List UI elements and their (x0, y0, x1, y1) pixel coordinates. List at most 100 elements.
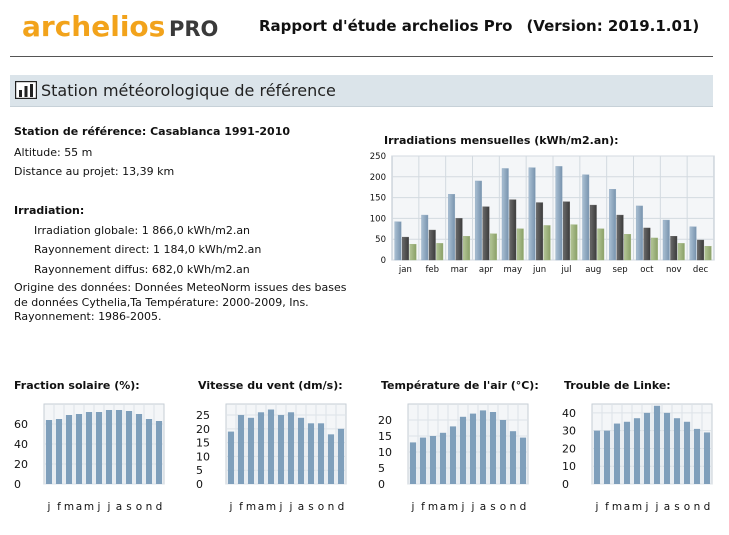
bar-direct (562, 201, 570, 261)
bar (297, 417, 305, 484)
archelios-logo: archelios (22, 10, 166, 43)
x-tick-label: a (480, 501, 486, 513)
bar (317, 423, 325, 484)
x-tick-label: jun (532, 265, 546, 275)
x-tick-label: dec (693, 265, 709, 275)
y-tick-label: 15 (378, 430, 392, 443)
x-tick-label: o (500, 501, 506, 513)
irradiation-global: Irradiation globale: 1 866,0 kWh/m2.an (34, 224, 251, 237)
bar-global (609, 189, 617, 261)
y-tick-label: 0 (14, 478, 21, 491)
y-tick-label: 20 (378, 414, 392, 427)
x-tick-label: a (624, 501, 630, 513)
x-tick-label: j (645, 501, 649, 513)
bar-global (635, 205, 643, 261)
bar (115, 410, 123, 484)
x-tick-label: a (298, 501, 304, 513)
bar (257, 412, 265, 484)
bar (287, 412, 295, 484)
irradiation-direct: Rayonnement direct: 1 184,0 kWh/m2.an (34, 243, 262, 256)
x-tick-label: s (490, 501, 495, 513)
bar-diffuse (677, 243, 685, 261)
bar-global (528, 167, 536, 261)
x-tick-label: j (289, 501, 293, 513)
x-tick-label: o (684, 501, 690, 513)
bar (673, 418, 681, 484)
data-origin: Origine des données: Données MeteoNorm i… (14, 281, 347, 323)
x-tick-label: f (57, 501, 61, 513)
x-tick-label: j (655, 501, 659, 513)
bar (509, 431, 517, 484)
x-tick-label: a (440, 501, 446, 513)
x-tick-label: m (246, 501, 256, 513)
section-header: Station météorologique de référence (10, 75, 713, 107)
y-tick-label: 40 (562, 407, 576, 420)
bar (95, 412, 103, 484)
bar (277, 415, 285, 484)
report-title-text: Rapport d'étude archelios Pro (259, 17, 513, 35)
bar-direct (509, 199, 517, 261)
bar-diffuse (704, 246, 712, 261)
x-tick-label: m (428, 501, 438, 513)
bar-direct (643, 227, 651, 261)
x-tick-label: m (448, 501, 458, 513)
y-tick-label: 200 (370, 173, 386, 183)
bar (45, 420, 53, 484)
bar-global (662, 219, 670, 261)
x-tick-label: m (84, 501, 94, 513)
bar (603, 430, 611, 484)
x-tick-label: a (664, 501, 670, 513)
y-tick-label: 5 (378, 462, 385, 475)
bar (429, 436, 437, 484)
irradiation-heading: Irradiation: (14, 204, 85, 217)
linke-turbidity-title: Trouble de Linke: (564, 379, 671, 392)
x-tick-label: feb (425, 265, 439, 275)
solar-fraction-title: Fraction solaire (%): (14, 379, 140, 392)
x-tick-label: o (136, 501, 142, 513)
y-tick-label: 10 (562, 460, 576, 473)
bar-direct (401, 236, 409, 261)
x-tick-label: jul (560, 265, 571, 275)
x-tick-label: sep (613, 265, 628, 275)
pro-logo: PRO (169, 17, 219, 41)
y-tick-label: 30 (562, 425, 576, 438)
bar (459, 416, 467, 484)
bar (145, 419, 153, 484)
bar (227, 431, 235, 484)
x-tick-label: o (318, 501, 324, 513)
bar (307, 423, 315, 484)
x-tick-label: may (503, 265, 522, 275)
y-tick-label: 150 (370, 194, 386, 204)
bar (479, 410, 487, 484)
y-tick-label: 5 (196, 464, 203, 477)
air-temperature-title: Température de l'air (°C): (381, 379, 539, 392)
bar (643, 412, 651, 484)
x-tick-label: f (421, 501, 425, 513)
bar (75, 414, 83, 484)
bar-diffuse (489, 233, 497, 261)
x-tick-label: n (146, 501, 153, 513)
bar (267, 409, 275, 484)
bar-direct (455, 218, 463, 261)
bar (593, 430, 601, 484)
bar-direct (670, 236, 678, 261)
bar (65, 415, 73, 484)
x-tick-label: j (279, 501, 283, 513)
bar (125, 411, 133, 484)
x-tick-label: j (47, 501, 51, 513)
monthly-chart-title: Irradiations mensuelles (kWh/m2.an): (384, 134, 619, 147)
bar (337, 428, 345, 484)
x-tick-label: m (64, 501, 74, 513)
bar-direct (589, 204, 597, 261)
bar-diffuse (463, 236, 471, 261)
x-tick-label: a (76, 501, 82, 513)
station-altitude: Altitude: 55 m (14, 146, 93, 159)
bar (489, 412, 497, 484)
irradiation-diffuse: Rayonnement diffus: 682,0 kWh/m2.an (34, 263, 250, 276)
x-tick-label: f (239, 501, 243, 513)
bar-diffuse (650, 237, 658, 261)
bar (409, 442, 417, 484)
